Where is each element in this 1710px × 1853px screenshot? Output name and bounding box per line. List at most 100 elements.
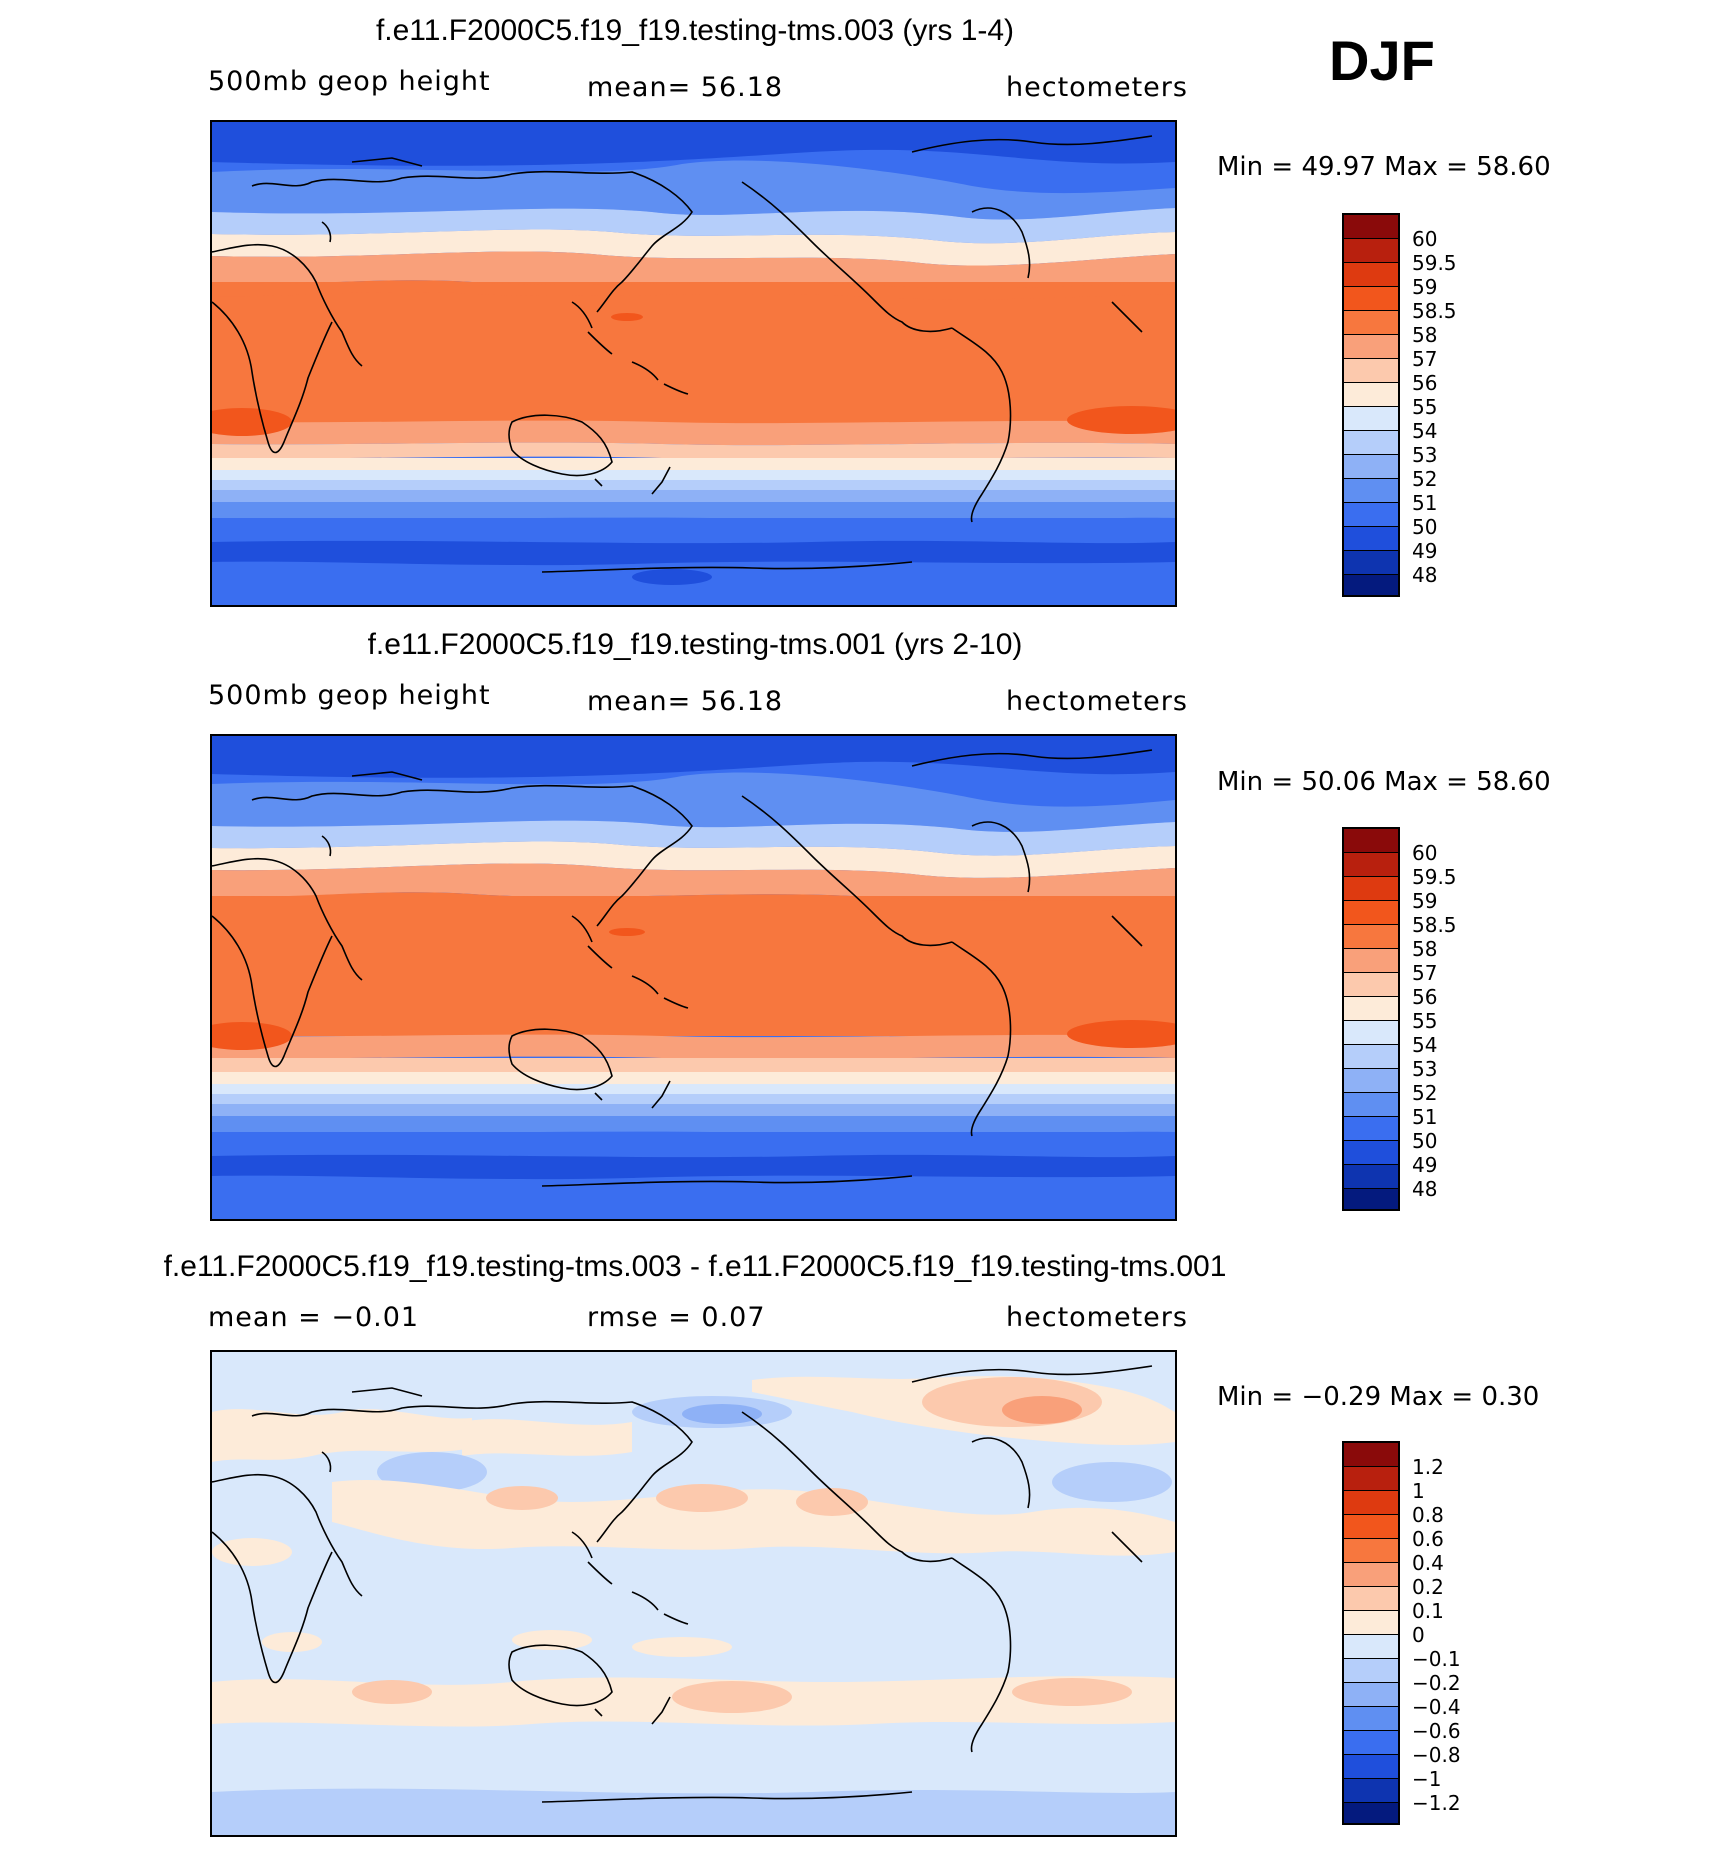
- colorbar-tick-label: 60: [1412, 227, 1438, 251]
- colorbar-tick-label: −0.1: [1412, 1647, 1461, 1671]
- colorbar-tick-label: 53: [1412, 1057, 1438, 1081]
- colorbar-tick-label: −0.4: [1412, 1695, 1461, 1719]
- panel-1-coastlines: [212, 135, 1153, 573]
- colorbar-swatch: [1344, 1563, 1398, 1587]
- colorbar-swatch: [1344, 1611, 1398, 1635]
- colorbar-tick-label: 56: [1412, 985, 1438, 1009]
- colorbar-tick-label: 58: [1412, 937, 1438, 961]
- colorbar-tick-label: 57: [1412, 347, 1438, 371]
- panel-2-mean-label: mean= 56.18: [587, 686, 784, 717]
- colorbar-swatch: [1344, 215, 1398, 239]
- colorbar-tick-label: 56: [1412, 371, 1438, 395]
- colorbar-swatch: [1344, 1491, 1398, 1515]
- colorbar-tick-label: 52: [1412, 1081, 1438, 1105]
- panel-1-units-label: hectometers: [1006, 72, 1188, 103]
- colorbar-swatch: [1344, 455, 1398, 479]
- colorbar-tick-label: 50: [1412, 515, 1438, 539]
- panel-2-map: [210, 734, 1177, 1221]
- colorbar-swatch: [1344, 1515, 1398, 1539]
- colorbar-tick-label: 59: [1412, 275, 1438, 299]
- colorbar-tick-label: −0.2: [1412, 1671, 1461, 1695]
- colorbar-swatch: [1344, 503, 1398, 527]
- colorbar-swatch: [1344, 1659, 1398, 1683]
- colorbar-swatch: [1344, 335, 1398, 359]
- colorbar-tick-label: 55: [1412, 1009, 1438, 1033]
- colorbar-tick-label: −1: [1412, 1767, 1442, 1791]
- colorbar-swatch: [1344, 997, 1398, 1021]
- panel-1-minmax: Min = 49.97 Max = 58.60: [1217, 152, 1551, 182]
- colorbar-tick-label: 53: [1412, 443, 1438, 467]
- panel-3-colorbar: [1342, 1441, 1400, 1825]
- colorbar-tick-label: 51: [1412, 491, 1438, 515]
- colorbar-tick-label: 0.1: [1412, 1599, 1444, 1623]
- colorbar-swatch: [1344, 527, 1398, 551]
- colorbar-tick-label: 55: [1412, 395, 1438, 419]
- colorbar-swatch: [1344, 973, 1398, 997]
- colorbar-tick-label: 59.5: [1412, 251, 1457, 275]
- colorbar-swatch: [1344, 1443, 1398, 1467]
- panel-2-contour-field: [212, 736, 1175, 1219]
- colorbar-swatch: [1344, 431, 1398, 455]
- colorbar-swatch: [1344, 925, 1398, 949]
- season-label: DJF: [1329, 29, 1435, 92]
- colorbar-swatch: [1344, 1165, 1398, 1189]
- colorbar-tick-label: 58.5: [1412, 299, 1457, 323]
- panel-2-variable-label: 500mb geop height: [208, 680, 491, 711]
- panel-3-map: [210, 1350, 1177, 1837]
- colorbar-swatch: [1344, 359, 1398, 383]
- panel-1-mean-label: mean= 56.18: [587, 72, 784, 103]
- colorbar-tick-label: 58.5: [1412, 913, 1457, 937]
- colorbar-tick-label: 0: [1412, 1623, 1425, 1647]
- colorbar-swatch: [1344, 1069, 1398, 1093]
- colorbar-swatch: [1344, 1587, 1398, 1611]
- colorbar-tick-label: 0.8: [1412, 1503, 1444, 1527]
- colorbar-swatch: [1344, 1803, 1398, 1823]
- panel-2-title: f.e11.F2000C5.f19_f19.testing-tms.001 (y…: [367, 628, 1023, 661]
- colorbar-swatch: [1344, 287, 1398, 311]
- panel-1-colorbar: [1342, 213, 1400, 597]
- panel-1-map: [210, 120, 1177, 607]
- colorbar-swatch: [1344, 1021, 1398, 1045]
- panel-1-title: f.e11.F2000C5.f19_f19.testing-tms.003 (y…: [375, 14, 1015, 47]
- panel-1-contour-field: [212, 122, 1175, 605]
- colorbar-tick-label: 54: [1412, 1033, 1438, 1057]
- colorbar-swatch: [1344, 1117, 1398, 1141]
- colorbar-tick-label: −0.8: [1412, 1743, 1461, 1767]
- panel-3-contour-field: [212, 1352, 1175, 1835]
- colorbar-tick-label: 60: [1412, 841, 1438, 865]
- colorbar-swatch: [1344, 407, 1398, 431]
- colorbar-swatch: [1344, 1093, 1398, 1117]
- colorbar-tick-label: 1: [1412, 1479, 1425, 1503]
- colorbar-swatch: [1344, 829, 1398, 853]
- panel-1-variable-label: 500mb geop height: [208, 66, 491, 97]
- panel-3-units-label: hectometers: [1006, 1302, 1188, 1333]
- colorbar-swatch: [1344, 877, 1398, 901]
- colorbar-swatch: [1344, 949, 1398, 973]
- panel-3-mean-label: mean = −0.01: [208, 1302, 420, 1333]
- colorbar-swatch: [1344, 311, 1398, 335]
- colorbar-tick-label: 57: [1412, 961, 1438, 985]
- colorbar-swatch: [1344, 1141, 1398, 1165]
- colorbar-tick-label: 48: [1412, 563, 1438, 587]
- colorbar-swatch: [1344, 1731, 1398, 1755]
- colorbar-swatch: [1344, 1779, 1398, 1803]
- colorbar-tick-label: −0.6: [1412, 1719, 1461, 1743]
- colorbar-tick-label: 50: [1412, 1129, 1438, 1153]
- colorbar-tick-label: 52: [1412, 467, 1438, 491]
- colorbar-swatch: [1344, 1189, 1398, 1209]
- colorbar-tick-label: 48: [1412, 1177, 1438, 1201]
- colorbar-swatch: [1344, 239, 1398, 263]
- colorbar-tick-label: 59.5: [1412, 865, 1457, 889]
- colorbar-tick-label: 0.4: [1412, 1551, 1444, 1575]
- colorbar-tick-label: −1.2: [1412, 1791, 1461, 1815]
- panel-2-units-label: hectometers: [1006, 686, 1188, 717]
- colorbar-tick-label: 49: [1412, 539, 1438, 563]
- panel-3-minmax: Min = −0.29 Max = 0.30: [1217, 1382, 1540, 1412]
- colorbar-swatch: [1344, 551, 1398, 575]
- colorbar-tick-label: 59: [1412, 889, 1438, 913]
- colorbar-swatch: [1344, 383, 1398, 407]
- colorbar-swatch: [1344, 263, 1398, 287]
- panel-2-coastlines: [212, 749, 1153, 1187]
- colorbar-tick-label: 0.6: [1412, 1527, 1444, 1551]
- panel-3-title: f.e11.F2000C5.f19_f19.testing-tms.003 - …: [163, 1250, 1227, 1283]
